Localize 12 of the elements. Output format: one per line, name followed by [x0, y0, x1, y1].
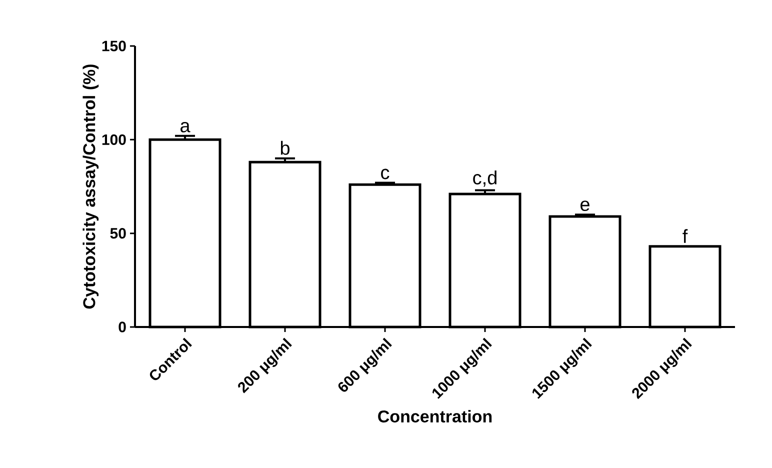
y-tick-label: 0 — [118, 322, 126, 332]
annotation: e — [580, 200, 590, 212]
annotation: c,d — [473, 170, 496, 187]
y-tick-label: 100 — [102, 134, 126, 145]
y-axis-title: Cytotoxicity assay/Control (%) — [82, 64, 99, 309]
y-tick-label: 150 — [102, 40, 126, 52]
y-tick-label: 50 — [110, 228, 126, 239]
x-axis-title: Concentration — [378, 410, 492, 422]
annotation: a — [180, 122, 190, 132]
annotation: c — [381, 168, 390, 180]
annotation: b — [280, 140, 290, 155]
annotation: f — [682, 229, 688, 243]
